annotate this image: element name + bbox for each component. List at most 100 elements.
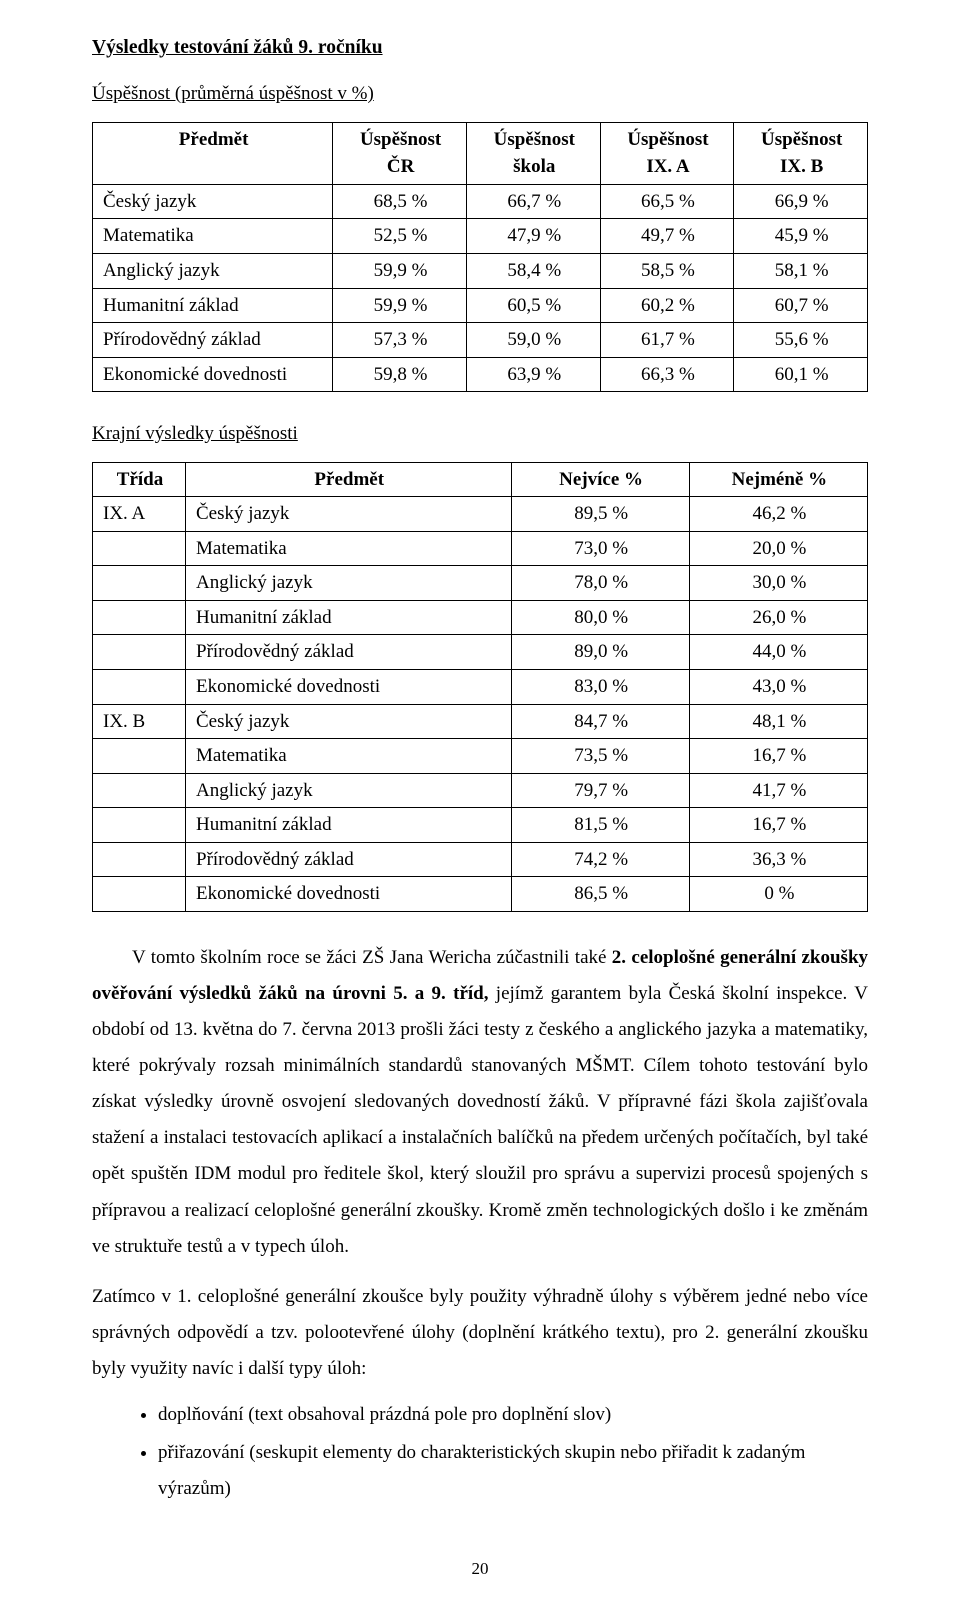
- cell: 43,0 %: [689, 670, 867, 705]
- cell: 59,9 %: [333, 288, 467, 323]
- cell: 45,9 %: [734, 219, 868, 254]
- cell: 68,5 %: [333, 184, 467, 219]
- table-header-row: Předmět ÚspěšnostČR Úspěšnostškola Úspěš…: [93, 122, 868, 184]
- table-row: IX. BČeský jazyk84,7 %48,1 %: [93, 704, 868, 739]
- cell: Český jazyk: [93, 184, 333, 219]
- cell: 58,5 %: [600, 254, 734, 289]
- cell: Přírodovědný základ: [93, 323, 333, 358]
- cell: Humanitní základ: [93, 288, 333, 323]
- cell: Matematika: [186, 531, 512, 566]
- table-row: Matematika52,5 %47,9 %49,7 %45,9 %: [93, 219, 868, 254]
- cell: 30,0 %: [689, 566, 867, 601]
- cell: [93, 566, 186, 601]
- cell: 49,7 %: [600, 219, 734, 254]
- cell: Přírodovědný základ: [186, 842, 512, 877]
- cell: 16,7 %: [689, 739, 867, 774]
- table-row: Přírodovědný základ74,2 %36,3 %: [93, 842, 868, 877]
- cell: Humanitní základ: [186, 600, 512, 635]
- cell: 36,3 %: [689, 842, 867, 877]
- cell: [93, 808, 186, 843]
- cell: IX. A: [93, 497, 186, 532]
- cell: Matematika: [93, 219, 333, 254]
- cell: 80,0 %: [511, 600, 689, 635]
- table-row: Přírodovědný základ57,3 %59,0 %61,7 %55,…: [93, 323, 868, 358]
- table-row: Anglický jazyk59,9 %58,4 %58,5 %58,1 %: [93, 254, 868, 289]
- cell: [93, 773, 186, 808]
- cell: Český jazyk: [186, 704, 512, 739]
- table-header-row: Třída Předmět Nejvíce % Nejméně %: [93, 462, 868, 497]
- cell: 73,0 %: [511, 531, 689, 566]
- list-item: doplňování (text obsahoval prázdná pole …: [158, 1397, 868, 1433]
- section-subtitle-2: Krajní výsledky úspěšnosti: [92, 420, 868, 448]
- cell: 73,5 %: [511, 739, 689, 774]
- cell: [93, 531, 186, 566]
- cell: 41,7 %: [689, 773, 867, 808]
- col-header: ÚspěšnostIX. A: [600, 122, 734, 184]
- cell: Český jazyk: [186, 497, 512, 532]
- cell: 61,7 %: [600, 323, 734, 358]
- col-header: ÚspěšnostIX. B: [734, 122, 868, 184]
- table-row: Humanitní základ80,0 %26,0 %: [93, 600, 868, 635]
- table-row: Matematika73,0 %20,0 %: [93, 531, 868, 566]
- cell: 83,0 %: [511, 670, 689, 705]
- cell: 59,8 %: [333, 357, 467, 392]
- cell: 60,7 %: [734, 288, 868, 323]
- col-header: Třída: [93, 462, 186, 497]
- cell: [93, 670, 186, 705]
- section-subtitle: Úspěšnost (průměrná úspěšnost v %): [92, 80, 868, 108]
- col-header: Nejvíce %: [511, 462, 689, 497]
- cell: 60,1 %: [734, 357, 868, 392]
- cell: 58,4 %: [466, 254, 600, 289]
- cell: 66,9 %: [734, 184, 868, 219]
- list-item: přiřazování (seskupit elementy do charak…: [158, 1435, 868, 1507]
- cell: 89,5 %: [511, 497, 689, 532]
- table-krajni: Třída Předmět Nejvíce % Nejméně % IX. AČ…: [92, 462, 868, 912]
- table-row: Humanitní základ59,9 %60,5 %60,2 %60,7 %: [93, 288, 868, 323]
- cell: 66,7 %: [466, 184, 600, 219]
- cell: Matematika: [186, 739, 512, 774]
- cell: Přírodovědný základ: [186, 635, 512, 670]
- page-title: Výsledky testování žáků 9. ročníku: [92, 34, 868, 62]
- cell: 55,6 %: [734, 323, 868, 358]
- col-header: Úspěšnostškola: [466, 122, 600, 184]
- table-row: Přírodovědný základ89,0 %44,0 %: [93, 635, 868, 670]
- table-row: Anglický jazyk78,0 %30,0 %: [93, 566, 868, 601]
- bullet-list: doplňování (text obsahoval prázdná pole …: [132, 1397, 868, 1507]
- cell: [93, 842, 186, 877]
- cell: [93, 877, 186, 912]
- table-row: Humanitní základ81,5 %16,7 %: [93, 808, 868, 843]
- table-row: Ekonomické dovednosti59,8 %63,9 %66,3 %6…: [93, 357, 868, 392]
- cell: Anglický jazyk: [93, 254, 333, 289]
- cell: 74,2 %: [511, 842, 689, 877]
- cell: Ekonomické dovednosti: [93, 357, 333, 392]
- cell: 20,0 %: [689, 531, 867, 566]
- cell: 60,2 %: [600, 288, 734, 323]
- cell: IX. B: [93, 704, 186, 739]
- cell: 47,9 %: [466, 219, 600, 254]
- cell: 81,5 %: [511, 808, 689, 843]
- cell: [93, 739, 186, 774]
- cell: 86,5 %: [511, 877, 689, 912]
- cell: Ekonomické dovednosti: [186, 670, 512, 705]
- cell: 52,5 %: [333, 219, 467, 254]
- cell: 0 %: [689, 877, 867, 912]
- cell: 84,7 %: [511, 704, 689, 739]
- cell: 58,1 %: [734, 254, 868, 289]
- cell: [93, 635, 186, 670]
- page-number: 20: [92, 1557, 868, 1582]
- cell: 48,1 %: [689, 704, 867, 739]
- col-header: ÚspěšnostČR: [333, 122, 467, 184]
- cell: 59,9 %: [333, 254, 467, 289]
- para-text: V tomto školním roce se žáci ZŠ Jana Wer…: [132, 947, 612, 968]
- cell: 66,3 %: [600, 357, 734, 392]
- table-row: Anglický jazyk79,7 %41,7 %: [93, 773, 868, 808]
- cell: 59,0 %: [466, 323, 600, 358]
- cell: 46,2 %: [689, 497, 867, 532]
- paragraph-2: Zatímco v 1. celoplošné generální zkoušc…: [92, 1279, 868, 1387]
- cell: Anglický jazyk: [186, 773, 512, 808]
- cell: 57,3 %: [333, 323, 467, 358]
- col-header: Předmět: [93, 122, 333, 184]
- cell: Ekonomické dovednosti: [186, 877, 512, 912]
- table-uspesnost: Předmět ÚspěšnostČR Úspěšnostškola Úspěš…: [92, 122, 868, 392]
- cell: 79,7 %: [511, 773, 689, 808]
